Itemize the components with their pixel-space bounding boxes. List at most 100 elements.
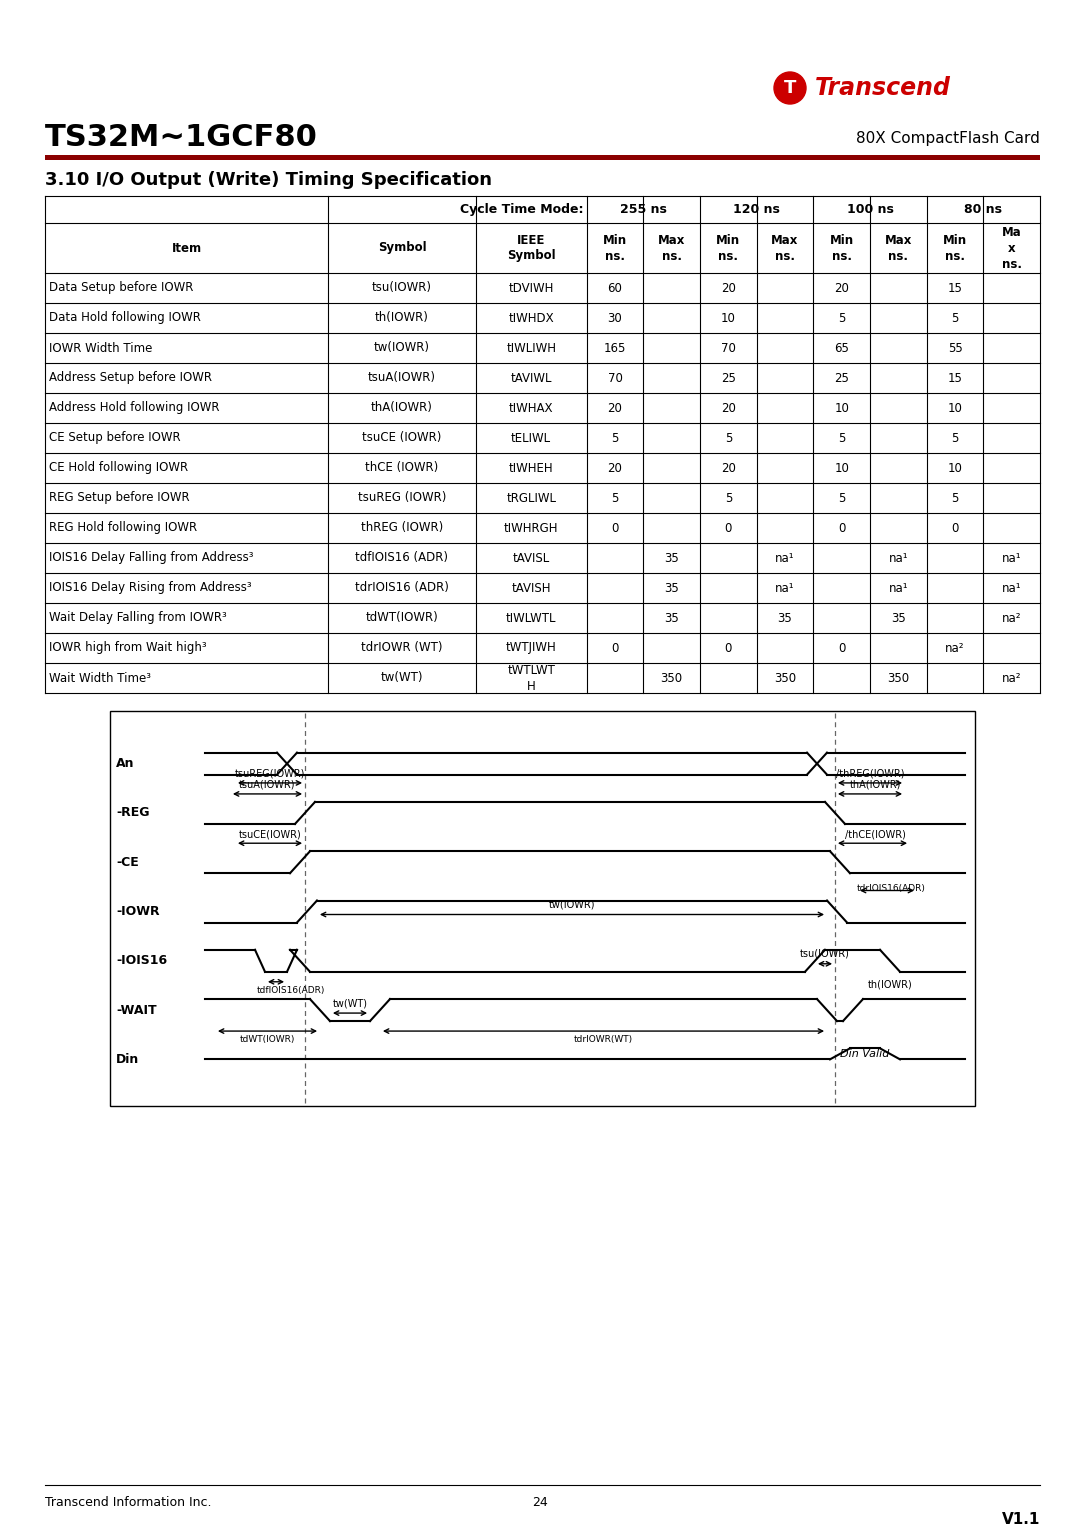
Text: 0: 0 bbox=[838, 521, 846, 535]
Text: tIWHDX: tIWHDX bbox=[509, 312, 554, 324]
Text: 25: 25 bbox=[834, 371, 849, 385]
Text: 20: 20 bbox=[608, 461, 622, 475]
Text: tdfIOIS16 (ADR): tdfIOIS16 (ADR) bbox=[355, 552, 448, 564]
Text: thREG (IOWR): thREG (IOWR) bbox=[361, 521, 443, 535]
Text: th(IOWR): th(IOWR) bbox=[868, 979, 913, 989]
Text: tw(IOWR): tw(IOWR) bbox=[374, 341, 430, 354]
Text: tdrIOIS16 (ADR): tdrIOIS16 (ADR) bbox=[355, 582, 449, 594]
Text: th(IOWR): th(IOWR) bbox=[375, 312, 429, 324]
Text: 20: 20 bbox=[721, 461, 735, 475]
Text: 10: 10 bbox=[721, 312, 735, 324]
Text: An: An bbox=[116, 758, 135, 770]
Text: 0: 0 bbox=[951, 521, 959, 535]
Text: Min
ns.: Min ns. bbox=[829, 234, 854, 263]
Text: Item: Item bbox=[172, 241, 202, 255]
Text: IOIS16 Delay Falling from Address³: IOIS16 Delay Falling from Address³ bbox=[49, 552, 254, 564]
Text: tsu(IOWR): tsu(IOWR) bbox=[372, 281, 432, 295]
Text: Min
ns.: Min ns. bbox=[943, 234, 967, 263]
Text: Address Hold following IOWR: Address Hold following IOWR bbox=[49, 402, 219, 414]
Text: REG Hold following IOWR: REG Hold following IOWR bbox=[49, 521, 198, 535]
Text: 10: 10 bbox=[834, 461, 849, 475]
Bar bbox=[45, 154, 1040, 160]
Text: -WAIT: -WAIT bbox=[116, 1004, 157, 1016]
Text: na¹: na¹ bbox=[775, 582, 795, 594]
Text: 20: 20 bbox=[608, 402, 622, 414]
Text: 0: 0 bbox=[611, 521, 619, 535]
Text: na²: na² bbox=[1002, 671, 1022, 685]
Text: Cycle Time Mode:: Cycle Time Mode: bbox=[460, 203, 583, 215]
Text: 35: 35 bbox=[664, 582, 679, 594]
Text: 20: 20 bbox=[721, 402, 735, 414]
Text: 70: 70 bbox=[608, 371, 622, 385]
Text: tdrIOWR(WT): tdrIOWR(WT) bbox=[573, 1034, 633, 1044]
Text: 5: 5 bbox=[951, 312, 959, 324]
Text: -REG: -REG bbox=[116, 807, 149, 819]
Text: tAVISH: tAVISH bbox=[512, 582, 551, 594]
Text: tdfIOIS16(ADR): tdfIOIS16(ADR) bbox=[257, 986, 325, 995]
Text: 5: 5 bbox=[838, 312, 846, 324]
Text: tsu(IOWR): tsu(IOWR) bbox=[800, 949, 850, 958]
Text: REG Setup before IOWR: REG Setup before IOWR bbox=[49, 492, 190, 504]
Text: Din: Din bbox=[116, 1053, 139, 1067]
Text: tw(WT): tw(WT) bbox=[333, 998, 367, 1008]
Text: 5: 5 bbox=[725, 492, 732, 504]
Text: Address Setup before IOWR: Address Setup before IOWR bbox=[49, 371, 212, 385]
Text: tDVIWH: tDVIWH bbox=[509, 281, 554, 295]
Text: 80X CompactFlash Card: 80X CompactFlash Card bbox=[856, 130, 1040, 145]
Text: -IOWR: -IOWR bbox=[116, 905, 160, 918]
Text: Max
ns.: Max ns. bbox=[771, 234, 799, 263]
Text: 5: 5 bbox=[611, 431, 619, 445]
Text: 80 ns: 80 ns bbox=[964, 203, 1002, 215]
Text: tAVIWL: tAVIWL bbox=[511, 371, 552, 385]
Text: 350: 350 bbox=[661, 671, 683, 685]
Text: Data Hold following IOWR: Data Hold following IOWR bbox=[49, 312, 201, 324]
Text: 10: 10 bbox=[947, 402, 962, 414]
Text: 35: 35 bbox=[664, 611, 679, 625]
Text: tWTJIWH: tWTJIWH bbox=[505, 642, 556, 654]
Text: 35: 35 bbox=[778, 611, 793, 625]
Text: 100 ns: 100 ns bbox=[847, 203, 893, 215]
Text: Data Setup before IOWR: Data Setup before IOWR bbox=[49, 281, 193, 295]
Text: tw(WT): tw(WT) bbox=[381, 671, 423, 685]
Text: 65: 65 bbox=[834, 341, 849, 354]
Text: tELIWL: tELIWL bbox=[511, 431, 551, 445]
Text: Transcend: Transcend bbox=[815, 76, 950, 99]
Text: Max
ns.: Max ns. bbox=[885, 234, 912, 263]
Text: Din Valid: Din Valid bbox=[840, 1048, 890, 1059]
Text: na¹: na¹ bbox=[775, 552, 795, 564]
Text: tdrIOIS16(ADR): tdrIOIS16(ADR) bbox=[858, 885, 926, 894]
Text: tIWHRGH: tIWHRGH bbox=[504, 521, 558, 535]
Text: 350: 350 bbox=[774, 671, 796, 685]
Text: CE Setup before IOWR: CE Setup before IOWR bbox=[49, 431, 180, 445]
Text: tdWT(IOWR): tdWT(IOWR) bbox=[240, 1034, 295, 1044]
Text: IOWR Width Time: IOWR Width Time bbox=[49, 341, 152, 354]
Text: thCE (IOWR): thCE (IOWR) bbox=[365, 461, 438, 475]
Text: na²: na² bbox=[1002, 611, 1022, 625]
Text: 5: 5 bbox=[611, 492, 619, 504]
Text: IOIS16 Delay Rising from Address³: IOIS16 Delay Rising from Address³ bbox=[49, 582, 252, 594]
Text: T: T bbox=[784, 79, 796, 96]
Text: Min
ns.: Min ns. bbox=[603, 234, 627, 263]
Text: 60: 60 bbox=[608, 281, 622, 295]
Text: 24: 24 bbox=[532, 1496, 548, 1510]
Text: 10: 10 bbox=[834, 402, 849, 414]
Text: tIWLIWH: tIWLIWH bbox=[507, 341, 556, 354]
Text: 20: 20 bbox=[834, 281, 849, 295]
Text: tsuA(IOWR): tsuA(IOWR) bbox=[240, 779, 296, 790]
Bar bbox=[110, 711, 975, 1106]
Text: 15: 15 bbox=[947, 281, 962, 295]
Text: 350: 350 bbox=[888, 671, 909, 685]
Text: 165: 165 bbox=[604, 341, 626, 354]
Text: 20: 20 bbox=[721, 281, 735, 295]
Text: IEEE
Symbol: IEEE Symbol bbox=[507, 234, 555, 263]
Text: -CE: -CE bbox=[116, 856, 138, 869]
Text: tIWHEH: tIWHEH bbox=[509, 461, 553, 475]
Text: 35: 35 bbox=[891, 611, 906, 625]
Text: tw(IOWR): tw(IOWR) bbox=[549, 900, 595, 909]
Text: 0: 0 bbox=[725, 642, 732, 654]
Text: V1.1: V1.1 bbox=[1001, 1513, 1040, 1528]
Text: 5: 5 bbox=[838, 492, 846, 504]
Text: 5: 5 bbox=[951, 431, 959, 445]
Text: 5: 5 bbox=[951, 492, 959, 504]
Text: 70: 70 bbox=[721, 341, 735, 354]
